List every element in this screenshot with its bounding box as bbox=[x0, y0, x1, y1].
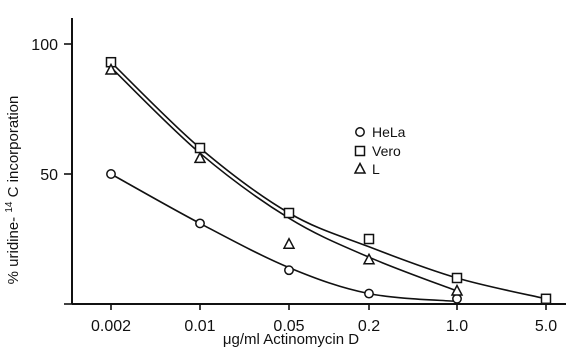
legend-marker-vero bbox=[354, 145, 366, 157]
x-axis-label: μg/ml Actinomycin D bbox=[223, 331, 359, 348]
curve-vero bbox=[110, 61, 547, 300]
x-tick-label-2: 0.05 bbox=[273, 318, 304, 335]
point-l-1 bbox=[193, 151, 207, 164]
point-vero-2 bbox=[283, 207, 295, 219]
legend-marker-l bbox=[353, 161, 367, 174]
point-hela-4 bbox=[452, 293, 462, 304]
y-axis-label-superscript: 14 bbox=[4, 201, 15, 213]
x-tick-label-1: 0.01 bbox=[184, 318, 215, 335]
y-axis-label-text: % uridine- bbox=[5, 217, 22, 285]
point-vero-1 bbox=[194, 142, 206, 154]
x-tick-label-3: 0.2 bbox=[358, 318, 380, 335]
point-hela-0 bbox=[106, 169, 116, 179]
y-axis-label: % uridine- 14 C incorporation bbox=[0, 96, 22, 285]
legend-label-vero: Vero bbox=[372, 143, 401, 159]
legend-marker-hela bbox=[355, 127, 365, 137]
x-tick-label-0: 0.002 bbox=[91, 318, 131, 335]
ticks-layer: 0.002 0.01 0.05 0.2 1.0 5.0 50 100 bbox=[31, 37, 557, 335]
curve-hela bbox=[110, 173, 458, 303]
point-l-4 bbox=[450, 283, 464, 296]
point-hela-2 bbox=[284, 265, 294, 276]
legend: HeLa Vero L bbox=[353, 124, 406, 177]
point-vero-4 bbox=[451, 272, 463, 284]
curve-l bbox=[110, 66, 458, 292]
point-l-3 bbox=[362, 252, 376, 265]
axes-layer bbox=[71, 18, 566, 305]
legend-label-l: L bbox=[372, 161, 380, 177]
y-tick-label-1: 100 bbox=[31, 37, 58, 54]
point-hela-1 bbox=[195, 218, 205, 229]
curves-layer bbox=[110, 61, 547, 303]
point-l-0 bbox=[104, 62, 118, 75]
x-tick-label-4: 1.0 bbox=[446, 318, 468, 335]
points-layer bbox=[104, 56, 552, 305]
x-tick-label-5: 5.0 bbox=[535, 318, 557, 335]
point-l-2 bbox=[282, 237, 296, 249]
legend-label-hela: HeLa bbox=[372, 124, 406, 140]
point-hela-3 bbox=[364, 288, 374, 299]
point-vero-5 bbox=[540, 293, 552, 305]
point-vero-3 bbox=[363, 233, 375, 245]
y-axis-label-text-after: C incorporation bbox=[5, 96, 22, 198]
y-tick-label-0: 50 bbox=[40, 167, 58, 184]
